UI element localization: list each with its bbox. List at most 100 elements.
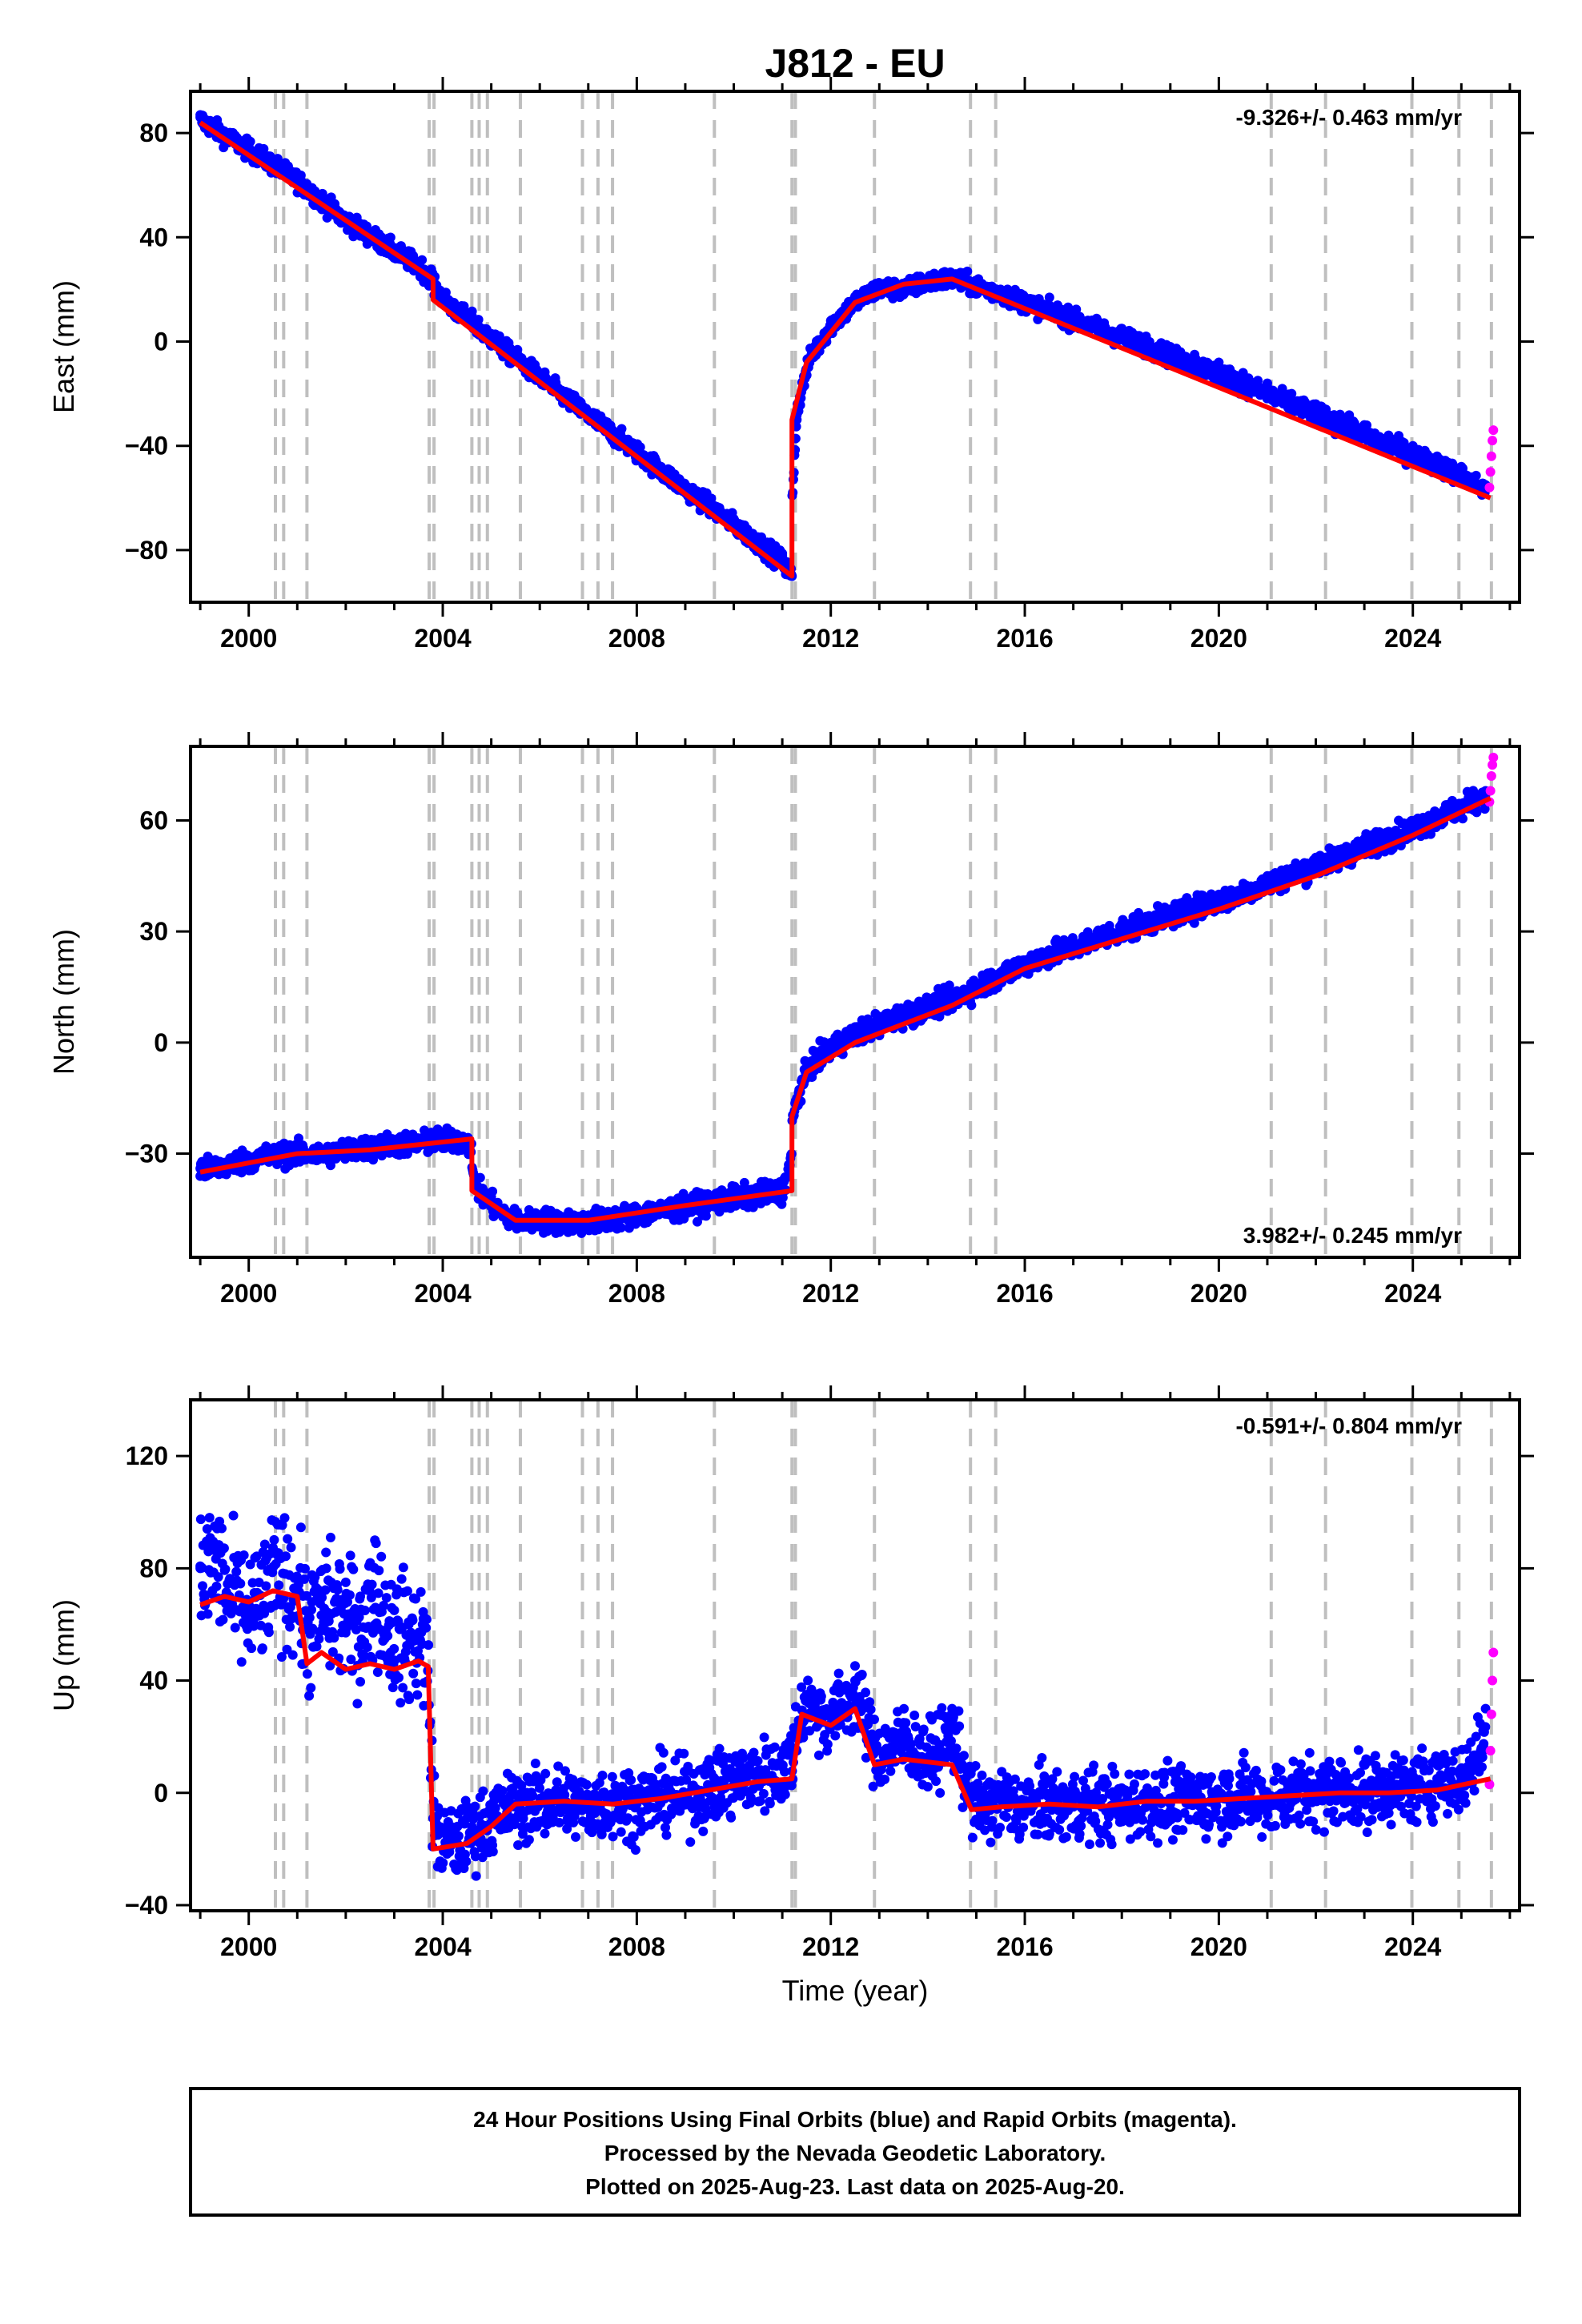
final-orbit-point bbox=[777, 550, 788, 561]
x-tick-label: 2024 bbox=[1384, 624, 1441, 653]
final-orbit-point bbox=[656, 461, 666, 472]
final-orbit-point bbox=[825, 316, 836, 326]
final-orbit-point bbox=[211, 1581, 222, 1591]
rapid-orbit-point bbox=[1484, 482, 1495, 493]
final-orbit-point bbox=[510, 349, 520, 360]
final-orbit-point bbox=[280, 1551, 291, 1562]
final-orbit-point bbox=[825, 1037, 836, 1047]
final-orbit-point bbox=[1068, 308, 1078, 318]
final-orbit-point bbox=[1214, 889, 1224, 899]
final-orbit-point bbox=[1190, 349, 1200, 360]
final-orbit-point bbox=[213, 1572, 223, 1582]
chart-title: J812 - EU bbox=[765, 41, 945, 86]
panel-north: 2000 2004 2008 2012 2016 2020 2024−3003060Nort… bbox=[47, 732, 1534, 1308]
final-orbit-point bbox=[874, 279, 885, 289]
final-orbit-point bbox=[632, 443, 642, 453]
final-orbit-point bbox=[583, 407, 593, 417]
final-orbit-point bbox=[1262, 870, 1272, 881]
final-orbit-point bbox=[257, 1643, 267, 1654]
final-orbit-point bbox=[535, 368, 545, 378]
final-orbit-point bbox=[475, 1172, 485, 1183]
final-orbit-point bbox=[230, 1622, 240, 1633]
final-orbit-point bbox=[195, 112, 206, 123]
final-orbit-point bbox=[259, 143, 269, 154]
final-orbit-point bbox=[966, 1000, 977, 1011]
y-tick-label: 60 bbox=[139, 806, 168, 834]
trend-line bbox=[199, 795, 1492, 1223]
final-orbit-point bbox=[1141, 331, 1151, 341]
rapid-orbit-points bbox=[1484, 752, 1499, 807]
final-orbit-point bbox=[1165, 904, 1175, 915]
final-orbit-point bbox=[962, 266, 973, 276]
final-orbit-point bbox=[1190, 897, 1200, 907]
final-orbit-point bbox=[276, 1652, 287, 1663]
final-orbit-point bbox=[286, 1542, 296, 1553]
final-orbit-point bbox=[1287, 388, 1297, 399]
x-tick-label: 2012 bbox=[802, 1279, 859, 1308]
x-tick-label: 2020 bbox=[1191, 624, 1247, 653]
final-orbit-point bbox=[898, 1004, 909, 1015]
final-orbit-point bbox=[259, 1539, 270, 1550]
final-orbit-point bbox=[1383, 430, 1394, 440]
final-orbit-point bbox=[292, 170, 303, 180]
final-orbit-point bbox=[302, 1669, 312, 1679]
final-orbit-point bbox=[279, 1513, 290, 1523]
final-orbit-point bbox=[1044, 300, 1054, 310]
final-orbit-point bbox=[616, 1223, 626, 1233]
final-orbit-point bbox=[243, 141, 254, 151]
final-orbit-point bbox=[486, 328, 496, 339]
final-orbit-point bbox=[971, 978, 982, 988]
final-orbit-point bbox=[1165, 342, 1175, 352]
final-orbit-point bbox=[306, 1683, 316, 1693]
final-orbit-point bbox=[247, 1643, 257, 1654]
final-orbit-point bbox=[1456, 461, 1467, 472]
final-orbit-point bbox=[1311, 399, 1321, 409]
final-orbit-point bbox=[195, 1514, 206, 1525]
x-tick-label: 2020 bbox=[1191, 1279, 1247, 1308]
final-orbit-point bbox=[1020, 956, 1030, 967]
final-orbit-point bbox=[293, 1133, 303, 1144]
final-orbit-point bbox=[705, 496, 715, 506]
final-orbit-point bbox=[304, 1691, 315, 1701]
final-orbit-point bbox=[1214, 357, 1224, 368]
final-orbit-point bbox=[1311, 852, 1321, 862]
final-orbit-point bbox=[228, 1510, 239, 1521]
final-orbit-point bbox=[494, 331, 504, 341]
final-orbit-point bbox=[1092, 316, 1102, 326]
y-tick-label: 0 bbox=[154, 1028, 168, 1057]
final-orbit-point bbox=[277, 1520, 287, 1530]
final-orbit-point bbox=[239, 1550, 249, 1560]
rapid-orbit-point bbox=[1488, 436, 1498, 446]
final-orbit-point bbox=[874, 1011, 885, 1022]
final-orbit-point bbox=[1457, 814, 1468, 824]
final-orbit-point bbox=[1117, 919, 1127, 929]
final-orbit-point bbox=[1480, 804, 1490, 814]
final-orbit-point bbox=[1359, 420, 1370, 430]
final-orbit-point bbox=[283, 1534, 293, 1544]
x-tick-label: 2012 bbox=[802, 624, 859, 653]
panels-group: 2000 2004 2008 2012 2016 2020 2024−80−4004080E… bbox=[47, 77, 1534, 1961]
final-orbit-point bbox=[269, 1534, 279, 1545]
final-orbit-point bbox=[922, 997, 933, 1007]
final-orbit-point bbox=[1456, 800, 1467, 810]
final-orbit-point bbox=[995, 284, 1006, 295]
final-orbit-point bbox=[1383, 826, 1394, 837]
final-orbit-point bbox=[1068, 938, 1078, 948]
final-orbit-point bbox=[850, 1023, 860, 1033]
rapid-orbit-point bbox=[1486, 451, 1496, 461]
rapid-orbit-point bbox=[1485, 467, 1496, 477]
x-tick-label: 2024 bbox=[1384, 1279, 1441, 1308]
final-orbit-point bbox=[777, 1192, 788, 1203]
final-orbit-point bbox=[1238, 882, 1248, 892]
panel-frame bbox=[189, 90, 1521, 604]
final-orbit-point bbox=[291, 1571, 302, 1582]
final-orbit-point bbox=[947, 989, 958, 999]
y-axis-label: East (mm) bbox=[47, 280, 80, 413]
final-orbit-point bbox=[1287, 863, 1297, 874]
y-tick-label: −40 bbox=[125, 432, 168, 460]
final-orbit-point bbox=[680, 480, 690, 490]
y-tick-label: 40 bbox=[139, 223, 168, 251]
final-orbit-point bbox=[995, 967, 1006, 978]
final-orbit-point bbox=[1335, 409, 1345, 420]
